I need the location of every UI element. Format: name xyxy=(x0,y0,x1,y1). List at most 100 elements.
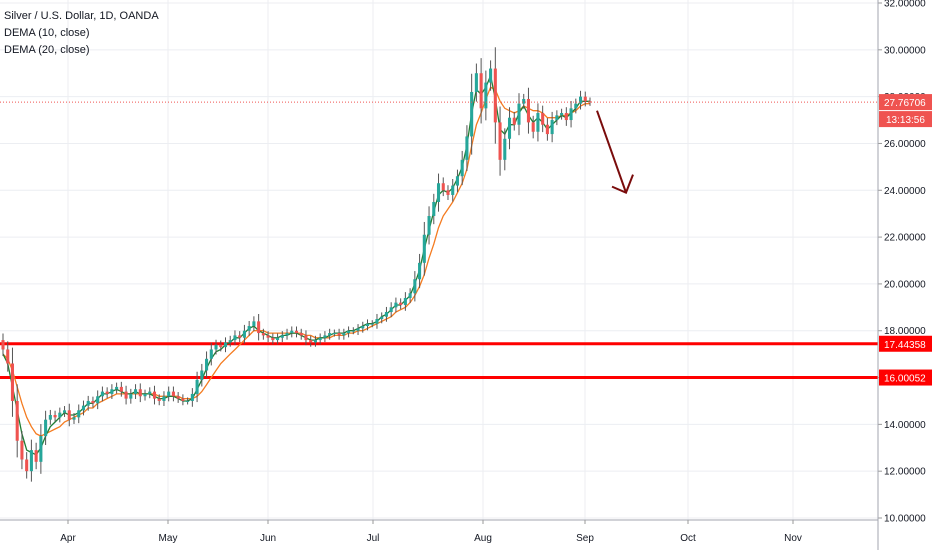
price-tick-label: 14.00000 xyxy=(884,420,926,431)
candle-body xyxy=(257,321,261,334)
candle-body xyxy=(578,96,583,104)
candle-body xyxy=(285,333,289,336)
candle-body xyxy=(48,415,52,420)
candle-body xyxy=(399,302,403,305)
candle-body xyxy=(432,201,436,217)
chart-legend: Silver / U.S. Dollar, 1D, OANDA DEMA (10… xyxy=(4,8,159,59)
candle-body xyxy=(569,108,573,121)
candle-body xyxy=(91,400,95,404)
candle-body xyxy=(181,398,185,401)
chart-grid xyxy=(0,0,878,520)
candle-body xyxy=(200,370,204,380)
price-tick-label: 20.00000 xyxy=(884,279,926,290)
candle-body xyxy=(252,321,256,327)
candle-body xyxy=(105,391,109,394)
candle-body xyxy=(119,386,123,392)
candle-body xyxy=(484,82,488,109)
candle-body xyxy=(347,330,351,334)
candle-body xyxy=(266,335,270,338)
candle-body xyxy=(6,349,10,364)
candle-body xyxy=(503,138,507,160)
candle-body xyxy=(242,330,246,338)
time-axis[interactable]: Apr May Jun Jul Aug Sep Oct Nov xyxy=(0,519,878,544)
price-tick-label: 32.00000 xyxy=(884,0,926,10)
candle-body xyxy=(10,363,15,401)
candle-body xyxy=(403,297,407,305)
candle-body xyxy=(228,340,232,343)
candle-body xyxy=(219,344,223,348)
time-tick-label: Jun xyxy=(260,533,276,544)
moving-averages xyxy=(2,73,590,456)
candle-body xyxy=(489,68,493,83)
candle-body xyxy=(304,335,308,341)
candle-body xyxy=(470,91,474,137)
dema-20-label: DEMA (20, close) xyxy=(4,44,90,56)
last-price-tag xyxy=(879,94,932,111)
candle-body xyxy=(422,234,426,263)
candle-body xyxy=(545,124,549,135)
candle-body xyxy=(148,391,152,394)
candle-body xyxy=(555,115,559,121)
candle-body xyxy=(436,183,441,202)
candle-body xyxy=(541,113,545,125)
candle-body xyxy=(498,122,502,160)
candle-body xyxy=(394,302,398,308)
candle-body xyxy=(195,379,199,394)
candle-body xyxy=(560,113,564,116)
candle-body xyxy=(370,323,374,325)
price-tick-label: 26.00000 xyxy=(884,139,926,150)
candle-body xyxy=(365,323,370,327)
time-tick-label: May xyxy=(159,533,178,544)
candle-body xyxy=(110,389,114,394)
down-arrow-icon[interactable] xyxy=(596,110,627,193)
candle-body xyxy=(574,103,578,109)
candle-body xyxy=(531,122,535,132)
dema-20-line xyxy=(2,86,590,437)
level-price-label: 17.44358 xyxy=(884,340,926,351)
candle-body xyxy=(233,335,237,341)
candle-body xyxy=(479,73,483,109)
candle-body xyxy=(507,117,512,139)
candle-body xyxy=(418,262,422,280)
candle-body xyxy=(157,398,161,401)
candle-body xyxy=(190,393,194,401)
drawing-overlays[interactable] xyxy=(0,101,878,194)
time-tick-label: Apr xyxy=(60,533,76,544)
countdown-label: 13:13:56 xyxy=(886,115,925,126)
candle-body xyxy=(550,120,554,135)
candle-body xyxy=(588,101,592,103)
candle-body xyxy=(152,391,157,399)
candle-body xyxy=(58,412,62,418)
candle-body xyxy=(384,312,388,317)
arrow-head-icon xyxy=(611,174,634,194)
candle-body xyxy=(294,330,299,334)
candle-body xyxy=(380,316,384,320)
candle-body xyxy=(238,335,242,338)
candle-body xyxy=(63,410,67,413)
time-tick-label: Sep xyxy=(576,533,594,544)
candle-body xyxy=(209,349,213,359)
candle-body xyxy=(299,333,303,336)
candle-body xyxy=(446,190,450,195)
candle-body xyxy=(223,342,228,348)
time-tick-label: Aug xyxy=(474,533,492,544)
candle-body xyxy=(186,400,190,402)
last-price-label: 27.76706 xyxy=(884,98,926,109)
level-price-tag xyxy=(879,335,932,352)
candle-body xyxy=(451,185,455,195)
candlesticks xyxy=(1,47,592,482)
candle-body xyxy=(389,307,393,312)
price-axis[interactable]: 10.0000012.0000014.0000016.0000018.00000… xyxy=(877,0,932,550)
candle-body xyxy=(536,113,540,132)
price-tick-label: 10.00000 xyxy=(884,514,926,525)
candle-body xyxy=(356,328,360,331)
horizontal-level-lines[interactable] xyxy=(0,342,878,380)
candle-body xyxy=(323,335,327,338)
candle-body xyxy=(176,396,180,399)
candle-body xyxy=(214,344,218,350)
dema-10-label: DEMA (10, close) xyxy=(4,27,90,39)
candle-body xyxy=(15,400,19,441)
candle-body xyxy=(526,98,530,123)
candle-body xyxy=(522,98,526,104)
